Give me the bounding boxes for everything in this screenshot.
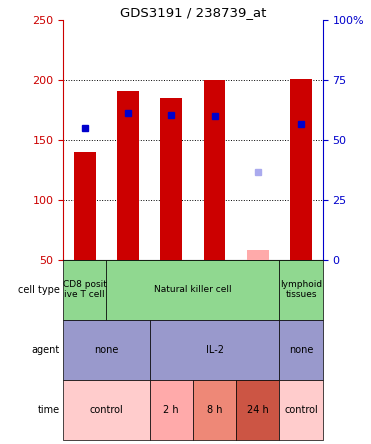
Text: CD8 posit
ive T cell: CD8 posit ive T cell [63, 280, 106, 299]
Text: lymphoid
tissues: lymphoid tissues [280, 280, 322, 299]
Text: control: control [89, 404, 123, 415]
Text: 24 h: 24 h [247, 404, 269, 415]
Bar [193, 380, 236, 440]
Bar [236, 380, 279, 440]
Bar [279, 380, 323, 440]
Bar [204, 80, 226, 260]
Text: agent: agent [32, 345, 60, 355]
Bar [63, 380, 150, 440]
Text: Natural killer cell: Natural killer cell [154, 285, 232, 294]
Bar [117, 91, 139, 260]
Bar [74, 152, 96, 260]
Bar [150, 380, 193, 440]
Text: 8 h: 8 h [207, 404, 222, 415]
Bar [290, 79, 312, 260]
Bar [161, 98, 182, 260]
Bar [63, 320, 150, 380]
Text: none: none [289, 345, 313, 355]
Bar [150, 320, 279, 380]
Text: IL-2: IL-2 [206, 345, 224, 355]
Bar [106, 260, 279, 320]
Text: 2 h: 2 h [164, 404, 179, 415]
Text: none: none [94, 345, 119, 355]
Text: cell type: cell type [18, 285, 60, 295]
Text: control: control [284, 404, 318, 415]
Bar [247, 250, 269, 260]
Title: GDS3191 / 238739_at: GDS3191 / 238739_at [120, 6, 266, 19]
Bar [63, 260, 106, 320]
Text: time: time [37, 404, 60, 415]
Bar [279, 320, 323, 380]
Bar [279, 260, 323, 320]
